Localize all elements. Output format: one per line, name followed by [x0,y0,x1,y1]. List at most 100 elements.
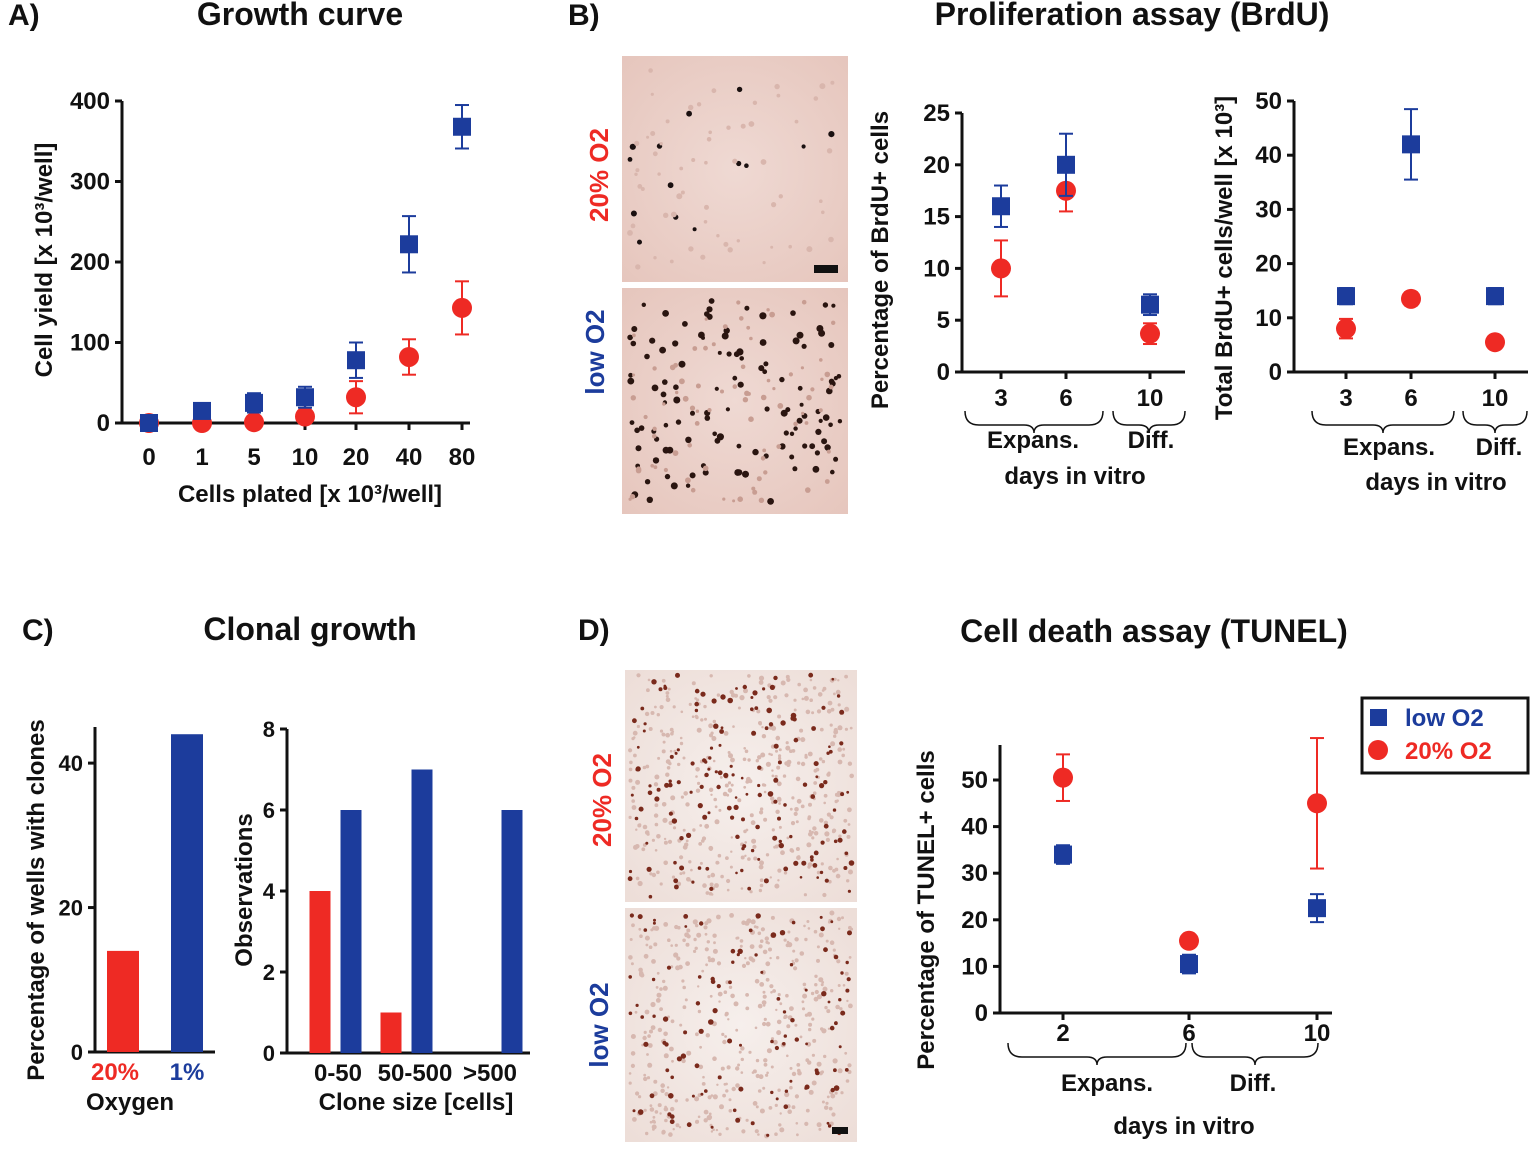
cell-texture [755,1058,760,1063]
y-tick-label: 20 [59,896,83,921]
cell-texture [666,1086,670,1089]
cell-texture [632,373,636,377]
stained-nucleus [700,1092,704,1096]
stained-nucleus [662,1016,669,1022]
stained-nucleus [643,722,647,726]
stained-nucleus [737,948,743,954]
cell-texture [780,680,786,686]
cell-texture [788,244,792,249]
cell-texture [674,1099,678,1103]
cell-texture [722,324,728,329]
cell-texture [799,951,805,956]
cell-texture [810,387,815,392]
cell-texture [821,759,826,764]
stained-nucleus [747,886,752,891]
stained-nucleus [750,848,755,853]
y-tick-label: 0 [975,1000,988,1027]
cell-texture [633,844,638,850]
x-tick-label: 10 [1137,385,1164,412]
cell-texture [799,1035,803,1039]
cell-texture [659,1007,663,1011]
stained-nucleus [662,310,669,317]
stained-nucleus [736,443,742,449]
y-axis-label: Observations [231,813,258,966]
stained-nucleus [828,422,833,428]
stained-nucleus [759,339,767,346]
cell-texture [786,1054,789,1058]
cell-texture [807,815,812,819]
cell-texture [685,1098,689,1102]
panel-b-title: Proliferation assay (BrdU) [935,0,1330,32]
cell-texture [709,733,713,738]
panel-b-letter: B) [568,0,600,32]
cell-texture [746,325,751,330]
stained-nucleus [731,773,735,777]
cell-texture [686,1050,692,1056]
y-tick-label: 0 [263,1041,275,1066]
stained-nucleus [767,498,774,505]
cell-texture [842,984,846,987]
cell-texture [636,673,641,678]
stained-nucleus [682,321,688,327]
stained-nucleus [634,427,640,434]
cell-texture [770,245,774,249]
cell-texture [661,732,666,737]
cell-texture [832,948,836,952]
stained-nucleus [844,851,849,856]
cell-texture [848,1003,853,1009]
x-tick-label: >500 [463,1060,517,1087]
cell-texture [699,861,703,865]
cell-texture [674,924,679,930]
stained-nucleus [812,465,820,473]
stained-nucleus [628,975,632,979]
cell-texture [820,983,824,987]
cell-texture [777,797,782,802]
cell-texture [779,1127,785,1133]
cell-texture [837,679,840,682]
cell-texture [631,785,636,790]
cell-texture [753,925,757,929]
stained-nucleus [649,1093,655,1099]
cell-texture [651,959,656,964]
stained-nucleus [735,469,743,476]
cell-texture [672,450,679,456]
cell-texture [722,1039,727,1045]
cell-texture [778,194,783,199]
cell-texture [817,692,823,697]
cell-texture [775,735,781,741]
stained-nucleus [675,419,682,425]
cell-texture [718,808,722,812]
cell-texture [805,1108,810,1113]
cell-texture [755,759,759,763]
cell-texture [648,68,653,73]
stained-nucleus [789,454,795,460]
stained-nucleus [683,914,689,919]
stained-nucleus [827,1124,832,1128]
cell-texture [720,1066,725,1071]
cell-texture [647,1043,653,1048]
stained-nucleus [773,675,778,681]
cell-texture [829,910,835,916]
stained-nucleus [757,783,761,788]
cell-texture [702,1075,705,1079]
cell-texture [794,119,799,124]
data-point-circle [1179,930,1199,951]
cell-texture [704,204,709,210]
cell-texture [732,499,736,503]
cell-texture [841,916,844,920]
cell-texture [728,753,733,759]
cell-texture [830,707,835,712]
stained-nucleus [689,790,693,794]
cell-texture [844,706,850,712]
stained-nucleus [668,782,673,788]
cell-texture [679,736,683,740]
cell-texture [809,698,813,702]
cell-texture [802,993,808,999]
cell-texture [830,989,834,993]
cell-texture [744,749,749,754]
legend-circle-marker [1368,740,1388,760]
stained-nucleus [684,925,688,928]
cell-texture [738,1050,742,1054]
cell-texture [757,1003,763,1009]
cell-texture [716,693,721,697]
